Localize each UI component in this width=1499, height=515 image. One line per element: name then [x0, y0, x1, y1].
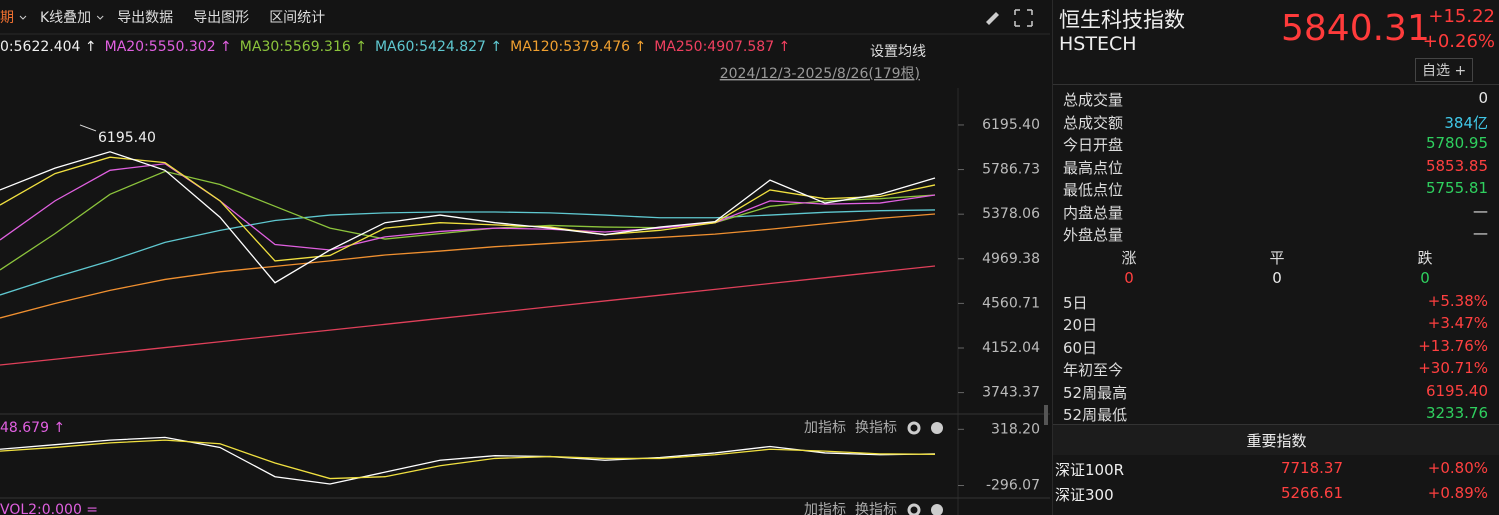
indices-title: 重要指数 — [1246, 432, 1307, 450]
ma-legend: MA250:4907.587 ↑ — [654, 39, 790, 55]
stat-label: 内盘总量 — [1063, 203, 1124, 222]
period-value: +30.71% — [1418, 359, 1488, 377]
y-tick-label: 4560.71 — [982, 295, 1040, 311]
ma-legend: MA20:5550.302 ↑ — [105, 39, 232, 55]
ma-line — [0, 163, 936, 251]
close-icon — [931, 422, 943, 434]
index-name: 深证100R — [1055, 461, 1125, 479]
period-value: +13.76% — [1418, 336, 1488, 355]
stat-value: — — [1473, 224, 1488, 242]
stat-value: 5780.95 — [1425, 134, 1488, 152]
y-tick-label: 5786.73 — [982, 162, 1040, 178]
period-label: 52周最低 — [1063, 406, 1128, 424]
stat-label: 总成交量 — [1063, 91, 1124, 109]
ma-line — [0, 265, 936, 366]
ma-line — [0, 439, 936, 480]
change-pct: +0.26% — [1422, 31, 1495, 52]
ma-legend: MA30:5569.316 ↑ — [240, 39, 367, 55]
indicator-button[interactable]: 换指标 — [855, 419, 897, 436]
quote-panel: 恒生科技指数 HSTECH 5840.31 +15.22 +0.26% 自选 +… — [1052, 0, 1499, 515]
breadth-value: 0 — [1420, 268, 1430, 287]
period-value: +3.47% — [1427, 314, 1488, 332]
indicator-button[interactable]: 加指标 — [804, 420, 846, 436]
breadth-label: 平 — [1269, 248, 1285, 267]
stat-label: 最高点位 — [1063, 158, 1124, 177]
index-pct: +0.80% — [1427, 459, 1488, 477]
stat-value: 5853.85 — [1425, 156, 1488, 175]
toolbar-item[interactable]: 区间统计 — [269, 10, 325, 26]
period-label: 20日 — [1063, 316, 1098, 334]
price: 5840.31 — [1281, 8, 1430, 49]
background — [0, 0, 1050, 515]
date-range: 2024/12/3-2025/8/26(179根) — [720, 66, 920, 82]
settings-icon — [907, 421, 921, 435]
chart-area: 设置均线 2024/12/3-2025/8/26(179根) 48.679 ↑ … — [0, 0, 1050, 515]
breadth-label: 跌 — [1417, 248, 1433, 267]
vol-value: VOL2:0.000 = — [0, 502, 98, 515]
fullscreen-icon[interactable] — [1014, 9, 1033, 27]
index-name: 深证300 — [1055, 486, 1114, 504]
ma-line — [0, 213, 936, 319]
indicator-button[interactable]: 加指标 — [804, 502, 846, 515]
toolbar-item[interactable]: 期 — [0, 10, 14, 26]
period-label: 52周最高 — [1063, 383, 1128, 402]
stat-value: — — [1473, 201, 1488, 220]
period-value: +5.38% — [1427, 291, 1488, 310]
y-tick-label: 318.20 — [991, 421, 1040, 437]
ma-legend: 0:5622.404 ↑ — [0, 39, 97, 55]
ma-legend: MA60:5424.827 ↑ — [375, 39, 502, 55]
index-pct: +0.89% — [1427, 484, 1488, 502]
period-label: 年初至今 — [1063, 361, 1124, 379]
change: +15.22 — [1428, 6, 1495, 27]
stat-label: 外盘总量 — [1063, 226, 1124, 244]
watch-button[interactable]: 自选 + — [1415, 58, 1474, 82]
ma-line — [0, 436, 936, 485]
y-tick-label: 4969.38 — [982, 251, 1040, 267]
stat-value: 5755.81 — [1425, 179, 1488, 197]
breadth-label: 涨 — [1121, 248, 1137, 267]
stat-label: 今日开盘 — [1063, 136, 1124, 154]
stat-label: 最低点位 — [1063, 181, 1124, 199]
breadth-value: 0 — [1124, 268, 1134, 287]
ma-line — [0, 151, 936, 284]
toolbar-item[interactable]: 导出数据 — [117, 10, 173, 26]
period-label: 5日 — [1063, 293, 1088, 312]
breadth-value: 0 — [1272, 268, 1282, 287]
period-label: 60日 — [1063, 338, 1098, 357]
ma-settings[interactable]: 设置均线 — [870, 44, 926, 60]
index-price: 7718.37 — [1280, 459, 1343, 477]
indices-header — [1053, 424, 1499, 455]
y-tick-label: 4152.04 — [982, 340, 1040, 356]
period-value: 3233.76 — [1425, 404, 1488, 422]
peak-label: 6195.40 — [98, 130, 156, 146]
indicator-button[interactable]: 换指标 — [855, 501, 897, 515]
peak-marker — [79, 124, 97, 132]
settings-icon — [907, 503, 921, 515]
index-code: HSTECH — [1059, 33, 1137, 55]
stat-label: 总成交额 — [1063, 113, 1124, 132]
close-icon — [931, 504, 943, 515]
ma-legend: MA120:5379.476 ↑ — [510, 39, 646, 55]
stat-value: 384亿 — [1444, 113, 1488, 132]
y-tick-label: 3743.37 — [982, 385, 1040, 401]
toolbar-item[interactable]: 导出图形 — [193, 10, 249, 26]
ma-line — [0, 156, 936, 262]
y-tick-label: -296.07 — [986, 477, 1040, 493]
ma-line — [0, 170, 936, 271]
y-tick-label: 6195.40 — [982, 117, 1040, 133]
stat-value: 0 — [1478, 89, 1488, 107]
chevron — [96, 15, 104, 20]
ma-line — [0, 209, 936, 296]
index-name: 恒生科技指数 — [1059, 8, 1185, 32]
draw-icon[interactable] — [986, 12, 999, 25]
period-value: 6195.40 — [1425, 381, 1488, 400]
toolbar-item[interactable]: K线叠加 — [40, 10, 91, 26]
y-tick-label: 5378.06 — [982, 206, 1040, 222]
chevron — [19, 15, 27, 20]
macd-value: 48.679 ↑ — [0, 420, 65, 436]
index-price: 5266.61 — [1280, 484, 1343, 502]
divider — [1053, 84, 1499, 85]
